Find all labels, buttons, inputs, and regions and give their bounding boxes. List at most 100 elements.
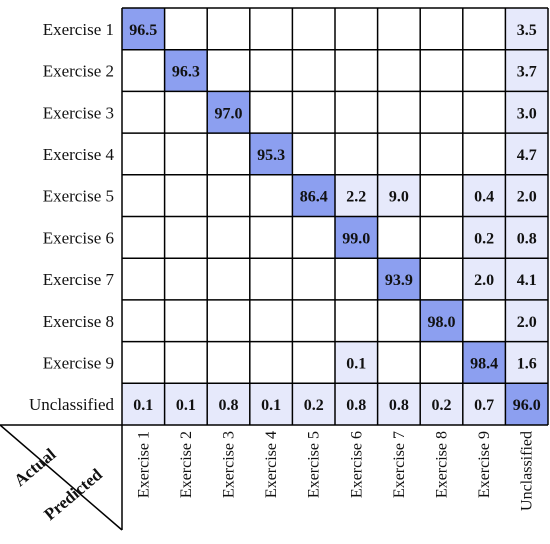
cell-r6-c5 <box>292 216 335 259</box>
row-label-5: Exercise 5 <box>43 187 114 206</box>
cell-r1-c8 <box>420 8 463 50</box>
cell-r9-c8 <box>420 341 463 384</box>
cell-value-r3-c3: 97.0 <box>215 105 243 122</box>
cell-r8-c8 <box>420 299 463 342</box>
column-label-3: Exercise 3 <box>221 431 238 498</box>
cell-r6-c10 <box>505 216 548 259</box>
cell-r10-c1 <box>122 383 165 425</box>
cell-value-r10-c4: 0.1 <box>261 397 281 414</box>
matrix-labels: 96.5 3.5 96.3 3.7 97.0 3.0 95.3 4.7 86.4 2.2 9.0 0.… <box>29 20 541 511</box>
column-label-10: Unclassified <box>519 431 536 511</box>
cell-r2-c6 <box>335 49 378 92</box>
cell-value-r7-c9: 2.0 <box>474 272 494 289</box>
cell-r8-c1 <box>122 299 165 342</box>
cell-r2-c7 <box>377 49 421 92</box>
cell-r5-c6 <box>335 174 378 217</box>
cell-r8-c5 <box>292 299 335 342</box>
cell-r7-c7 <box>377 258 421 300</box>
cell-r10-c2 <box>164 383 208 425</box>
cell-r2-c2 <box>164 49 208 92</box>
cell-value-r6-c9: 0.2 <box>474 230 494 247</box>
cell-r10-c7 <box>377 383 421 425</box>
cell-value-r10-c8: 0.2 <box>432 397 452 414</box>
cell-r7-c10 <box>505 258 548 300</box>
cell-r10-c9 <box>462 383 506 425</box>
cell-r7-c9 <box>462 258 506 300</box>
cell-value-r10-c9: 0.7 <box>474 397 494 414</box>
cell-r6-c6 <box>335 216 378 259</box>
cell-r8-c9 <box>462 299 506 342</box>
row-label-4: Exercise 4 <box>43 145 115 164</box>
cell-r3-c5 <box>292 91 335 134</box>
cell-value-r6-c6: 99.0 <box>342 230 370 247</box>
cell-r10-c6 <box>335 383 378 425</box>
column-label-6: Exercise 6 <box>348 431 365 498</box>
cell-r4-c6 <box>335 133 378 175</box>
cell-value-r10-c6: 0.8 <box>346 397 366 414</box>
cell-r7-c1 <box>122 258 165 300</box>
cell-value-r9-c9: 98.4 <box>470 355 498 372</box>
cell-r9-c7 <box>377 341 421 384</box>
cell-value-r7-c7: 93.9 <box>385 272 413 289</box>
cell-r10-c10 <box>505 383 548 425</box>
cell-r8-c10 <box>505 299 548 342</box>
row-label-2: Exercise 2 <box>43 62 114 81</box>
cell-r1-c5 <box>292 8 335 50</box>
cell-r9-c10 <box>505 341 548 384</box>
cell-r7-c6 <box>335 258 378 300</box>
cell-r7-c2 <box>164 258 208 300</box>
cell-r6-c9 <box>462 216 506 259</box>
cell-value-r1-c10: 3.5 <box>517 22 537 39</box>
cell-value-r9-c6: 0.1 <box>346 355 366 372</box>
cell-r2-c8 <box>420 49 463 92</box>
predicted-axis-label: Predicted <box>40 464 106 524</box>
cell-r1-c7 <box>377 8 421 50</box>
cell-value-r4-c10: 4.7 <box>517 147 537 164</box>
cell-r5-c10 <box>505 174 548 217</box>
cell-value-r5-c10: 2.0 <box>517 189 537 206</box>
cell-value-r5-c6: 2.2 <box>346 189 366 206</box>
cell-r3-c7 <box>377 91 421 134</box>
column-label-1: Exercise 1 <box>135 431 152 498</box>
cell-r5-c7 <box>377 174 421 217</box>
cell-r10-c4 <box>249 383 293 425</box>
cell-r10-c5 <box>292 383 335 425</box>
cell-value-r2-c10: 3.7 <box>517 64 537 81</box>
cell-r7-c8 <box>420 258 463 300</box>
cell-r2-c4 <box>249 49 293 92</box>
column-label-2: Exercise 2 <box>178 431 195 498</box>
row-label-7: Exercise 7 <box>43 270 115 289</box>
cell-value-r5-c5: 86.4 <box>300 189 328 206</box>
cell-value-r5-c7: 9.0 <box>389 189 409 206</box>
row-label-8: Exercise 8 <box>43 312 114 331</box>
cell-r9-c3 <box>207 341 250 384</box>
cell-value-r10-c7: 0.8 <box>389 397 409 414</box>
row-label-1: Exercise 1 <box>43 20 114 39</box>
cell-value-r3-c10: 3.0 <box>517 105 537 122</box>
cell-r2-c10 <box>505 49 548 92</box>
cell-r1-c2 <box>164 8 208 50</box>
cell-r10-c8 <box>420 383 463 425</box>
cell-r7-c5 <box>292 258 335 300</box>
cell-r9-c9 <box>462 341 506 384</box>
row-label-9: Exercise 9 <box>43 353 114 372</box>
cell-r6-c3 <box>207 216 250 259</box>
cell-r1-c4 <box>249 8 293 50</box>
cell-r6-c8 <box>420 216 463 259</box>
cell-value-r8-c8: 98.0 <box>428 314 456 331</box>
cell-r9-c1 <box>122 341 165 384</box>
cell-r3-c1 <box>122 91 165 134</box>
matrix-grid <box>0 7 549 530</box>
cell-r2-c5 <box>292 49 335 92</box>
cell-r8-c7 <box>377 299 421 342</box>
cell-r6-c1 <box>122 216 165 259</box>
column-label-5: Exercise 5 <box>306 431 323 498</box>
row-label-10: Unclassified <box>29 395 114 414</box>
corner-diagonal-divider <box>0 424 123 531</box>
cell-value-r5-c9: 0.4 <box>474 189 494 206</box>
cell-value-r1-c1: 96.5 <box>129 22 157 39</box>
cell-r2-c3 <box>207 49 250 92</box>
cell-r4-c2 <box>164 133 208 175</box>
cell-r3-c10 <box>505 91 548 134</box>
cell-r4-c4 <box>249 133 293 175</box>
